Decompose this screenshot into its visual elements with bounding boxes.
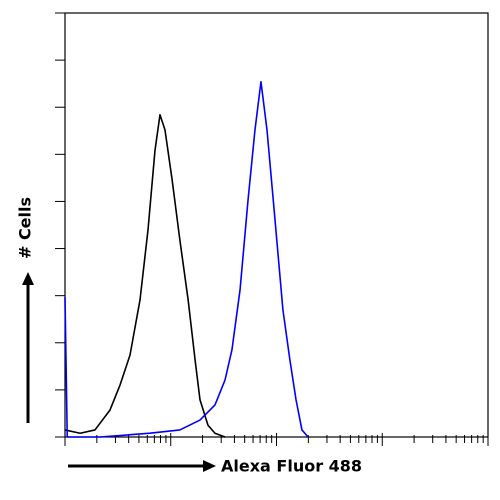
histogram-line [64, 113, 226, 438]
y-axis-label: # Cells [16, 197, 35, 259]
x-axis-label: Alexa Fluor 488 [221, 457, 362, 476]
histogram-line [64, 80, 309, 438]
y-arrow-head [22, 272, 34, 285]
x-arrow-head [203, 460, 216, 472]
plot-frame [64, 12, 489, 438]
